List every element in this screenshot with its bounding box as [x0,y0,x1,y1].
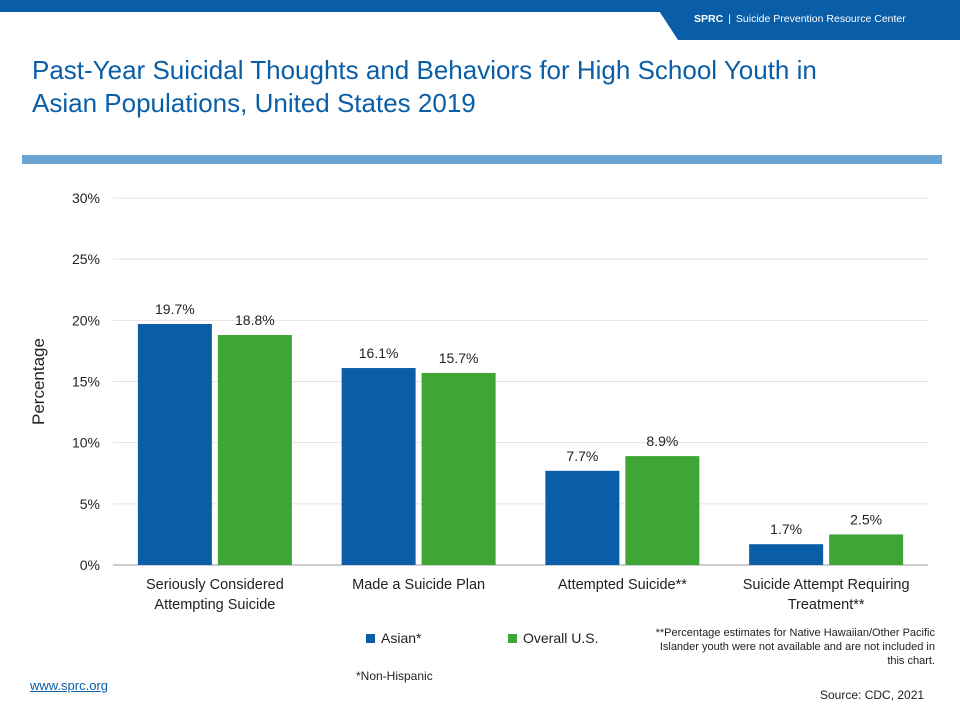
bar-overall [217,335,292,565]
data-label: 16.1% [359,345,399,361]
x-tick-label: Seriously Considered [146,577,284,593]
x-tick-label: Attempted Suicide** [558,577,687,593]
bar-overall [421,372,496,565]
brand-tab [652,0,960,40]
website-link[interactable]: www.sprc.org [30,678,109,693]
x-tick-label: Made a Suicide Plan [352,577,485,593]
legend-swatch-overall [508,633,517,643]
data-label: 18.8% [235,312,275,328]
x-tick-label: Suicide Attempt Requiring [743,577,910,593]
y-tick-label: 5% [80,496,100,512]
y-tick-label: 20% [72,312,100,328]
brand-header: SPRC | Suicide Prevention Resource Center [694,13,906,25]
brand-name: Suicide Prevention Resource Center [735,13,906,25]
bar-asian [341,368,416,565]
legend-label-overall: Overall U.S. [523,630,599,646]
non-hispanic-note: *Non-Hispanic [356,669,433,683]
bar-asian [545,470,620,565]
brand-separator: | [728,13,731,25]
brand-short: SPRC [694,13,724,25]
data-label: 7.7% [566,448,598,464]
x-tick-label: Treatment** [788,597,865,613]
x-tick-label: Attempting Suicide [154,597,275,613]
y-tick-label: 25% [72,251,100,267]
data-label: 1.7% [770,521,802,537]
title-rule [22,155,942,164]
bar-overall [829,534,904,565]
page-title: Past-Year Suicidal Thoughts and Behavior… [32,55,817,118]
bar-overall [625,456,700,565]
y-tick-label: 10% [72,435,100,451]
legend-swatch-asian [366,633,375,643]
legend-label-asian: Asian* [381,630,422,646]
data-label: 8.9% [646,433,678,449]
estimates-footnote: **Percentage estimates for Native Hawaii… [655,627,935,667]
y-tick-label: 0% [80,557,100,573]
bar-asian [137,324,212,565]
bar-asian [749,544,824,565]
legend-item-overall: Overall U.S. [508,630,598,646]
y-tick-label: 30% [72,190,100,206]
y-tick-label: 15% [72,374,100,390]
data-label: 2.5% [850,511,882,527]
legend-item-asian: Asian* [366,630,421,646]
y-axis-title: Percentage [29,338,48,425]
data-label: 19.7% [155,301,195,317]
data-label: 15.7% [439,350,479,366]
source-citation: Source: CDC, 2021 [820,688,925,702]
